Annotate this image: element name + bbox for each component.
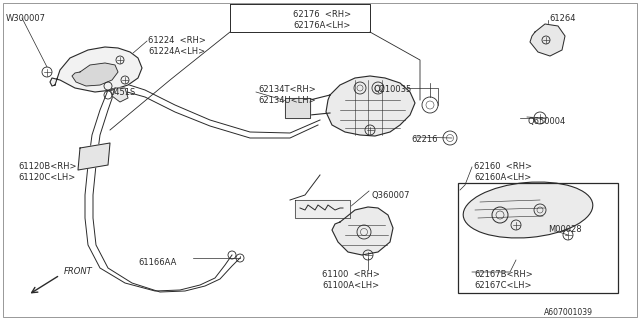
Text: 62160  <RH>: 62160 <RH> <box>474 162 532 171</box>
Polygon shape <box>326 76 415 136</box>
Polygon shape <box>295 200 350 218</box>
Polygon shape <box>285 98 310 118</box>
Text: 61264: 61264 <box>549 14 575 23</box>
Text: 0451S: 0451S <box>110 88 136 97</box>
Text: 61100  <RH>: 61100 <RH> <box>322 270 380 279</box>
Text: 61120C<LH>: 61120C<LH> <box>18 173 76 182</box>
Text: M00028: M00028 <box>548 225 582 234</box>
Polygon shape <box>72 63 118 86</box>
Text: 62134T<RH>: 62134T<RH> <box>258 85 316 94</box>
Text: W300007: W300007 <box>6 14 46 23</box>
Text: FRONT: FRONT <box>64 268 93 276</box>
Text: 62176A<LH>: 62176A<LH> <box>293 21 350 30</box>
Polygon shape <box>332 207 393 255</box>
Text: 62167C<LH>: 62167C<LH> <box>474 281 531 290</box>
Text: 61100A<LH>: 61100A<LH> <box>322 281 379 290</box>
Text: 62167B<RH>: 62167B<RH> <box>474 270 532 279</box>
Bar <box>458 183 618 293</box>
Text: 61224A<LH>: 61224A<LH> <box>148 47 205 56</box>
Polygon shape <box>530 24 565 56</box>
Text: 61224  <RH>: 61224 <RH> <box>148 36 206 45</box>
Polygon shape <box>112 88 128 102</box>
Text: 61166AA: 61166AA <box>138 258 177 267</box>
Text: Q210035: Q210035 <box>373 85 412 94</box>
Text: 61120B<RH>: 61120B<RH> <box>18 162 77 171</box>
Text: 62134U<LH>: 62134U<LH> <box>258 96 316 105</box>
Text: A607001039: A607001039 <box>544 308 593 317</box>
Polygon shape <box>50 47 142 92</box>
Polygon shape <box>78 143 110 170</box>
Text: 62160A<LH>: 62160A<LH> <box>474 173 531 182</box>
Text: Q650004: Q650004 <box>527 117 565 126</box>
Text: 62176  <RH>: 62176 <RH> <box>293 10 351 19</box>
Text: Q360007: Q360007 <box>371 191 410 200</box>
Text: 62216: 62216 <box>411 135 438 144</box>
Ellipse shape <box>463 182 593 238</box>
